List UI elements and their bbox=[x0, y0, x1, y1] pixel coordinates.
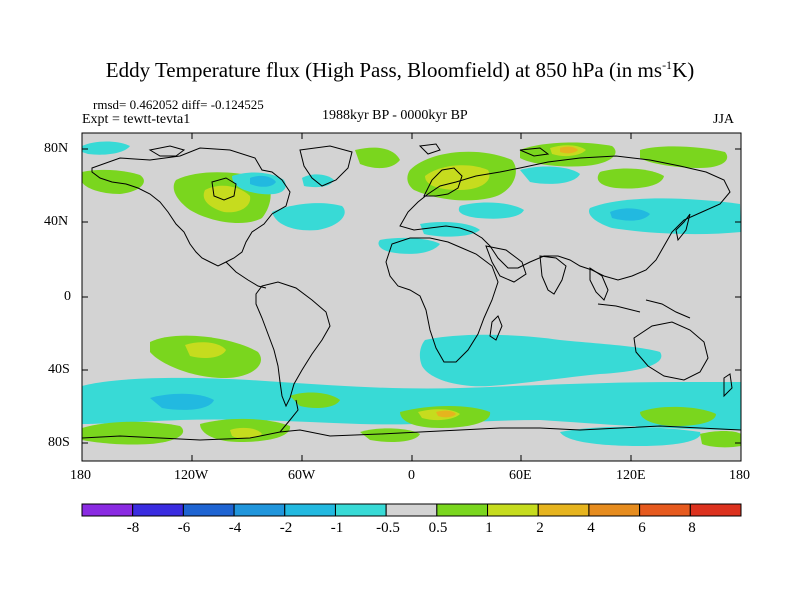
colorbar-label: 2 bbox=[536, 520, 544, 536]
colorbar bbox=[81, 503, 742, 517]
lon-label: 60W bbox=[288, 468, 316, 483]
colorbar-label: -4 bbox=[228, 520, 242, 536]
colorbar-swatch bbox=[182, 503, 235, 517]
lon-label: 180 bbox=[70, 468, 91, 483]
colorbar-label: 6 bbox=[638, 520, 646, 536]
colorbar-label: -1 bbox=[330, 520, 344, 536]
season-label: JJA bbox=[713, 112, 735, 127]
colorbar-label: 8 bbox=[688, 520, 696, 536]
colorbar-swatch bbox=[639, 503, 691, 517]
colorbar-label: -0.5 bbox=[376, 520, 400, 536]
anomaly-patches-south bbox=[82, 334, 741, 448]
colorbar-swatch bbox=[81, 503, 134, 517]
colorbar-swatch bbox=[689, 503, 742, 517]
colorbar-swatch bbox=[334, 503, 387, 517]
colorbar-label: -8 bbox=[126, 520, 140, 536]
colorbar-label: 0.5 bbox=[428, 520, 448, 536]
period-label: 1988kyr BP - 0000kyr BP bbox=[322, 108, 468, 123]
colorbar-swatch bbox=[588, 503, 641, 517]
lon-label: 180 bbox=[729, 468, 750, 483]
lon-label: 60E bbox=[509, 468, 532, 483]
colorbar-label: -2 bbox=[279, 520, 293, 536]
colorbar-swatch bbox=[284, 503, 336, 517]
lat-label: 0 bbox=[64, 289, 71, 304]
colorbar-label: 1 bbox=[485, 520, 493, 536]
lat-label: 40S bbox=[48, 362, 70, 377]
colorbar-swatch bbox=[132, 503, 184, 517]
chart-title: Eddy Temperature flux (High Pass, Bloomf… bbox=[105, 58, 695, 82]
lon-label: 0 bbox=[408, 468, 415, 483]
map-ticks bbox=[81, 133, 742, 461]
map-panel bbox=[81, 132, 742, 462]
colorbar-label: 4 bbox=[587, 520, 595, 536]
coastlines bbox=[82, 143, 741, 441]
lat-label: 80S bbox=[48, 435, 70, 450]
lat-label: 40N bbox=[44, 214, 69, 229]
colorbar-swatch bbox=[385, 503, 438, 517]
lon-label: 120W bbox=[174, 468, 209, 483]
colorbar-swatch bbox=[487, 503, 539, 517]
colorbar-label: -6 bbox=[177, 520, 191, 536]
colorbar-swatch bbox=[436, 503, 489, 517]
experiment-label: Expt = tewtt-tevta1 bbox=[82, 112, 191, 127]
colorbar-swatch bbox=[537, 503, 590, 517]
colorbar-swatch bbox=[233, 503, 286, 517]
stats-label: rmsd= 0.462052 diff= -0.124525 bbox=[93, 97, 264, 112]
lat-label: 80N bbox=[44, 141, 69, 156]
lon-label: 120E bbox=[616, 468, 646, 483]
